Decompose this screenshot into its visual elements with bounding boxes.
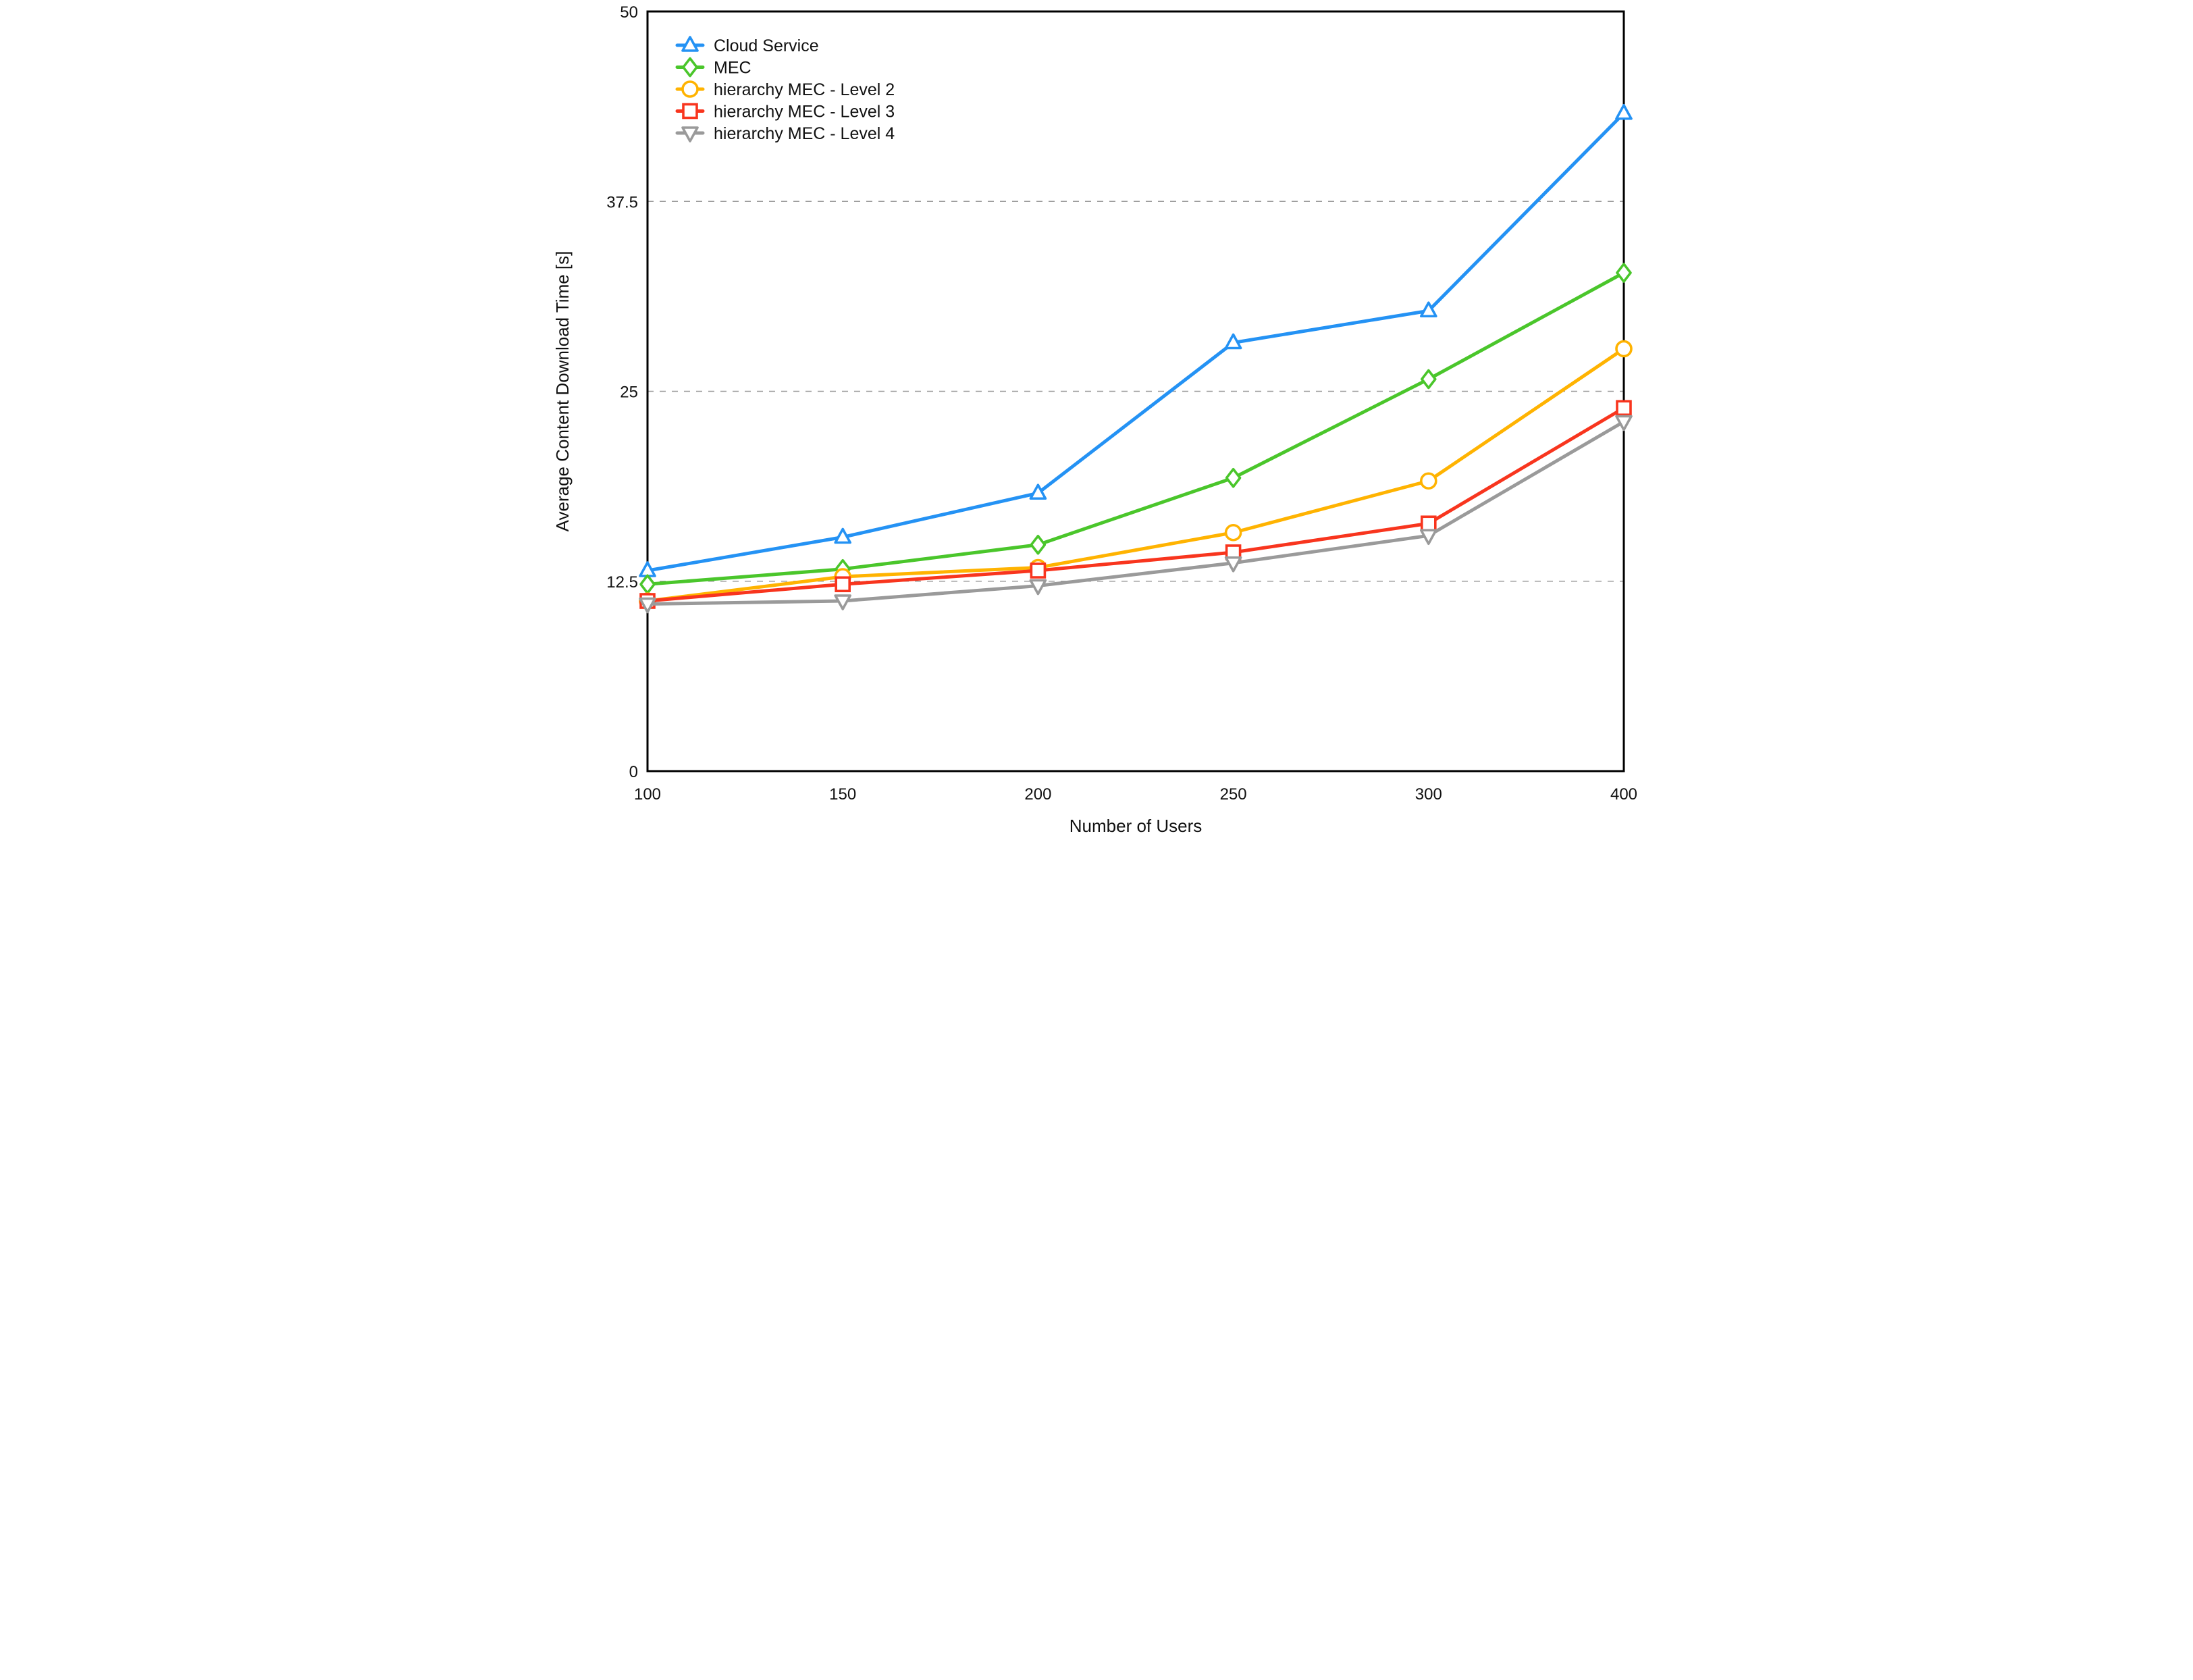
legend-label-4: hierarchy MEC - Level 4 — [714, 124, 895, 143]
y-tick-label-37.5: 37.5 — [606, 193, 638, 211]
series-0-marker-1 — [834, 527, 852, 544]
x-tick-label-200: 200 — [1024, 785, 1051, 804]
series-3-marker-2 — [1030, 562, 1047, 579]
series-1-marker-3 — [1225, 467, 1242, 488]
series-4-marker-3 — [1224, 556, 1242, 573]
legend-diamond-icon — [682, 57, 698, 78]
series-2-marker-3 — [1224, 523, 1242, 542]
series-0-marker-5 — [1615, 103, 1633, 120]
legend-label-2: hierarchy MEC - Level 2 — [714, 80, 895, 99]
download-time-line-chart: 0 12.5 25 37.5 50 100 150 200 250 300 400 Number of… — [552, 3, 1637, 836]
y-tick-label-25: 25 — [620, 384, 638, 402]
series-line-4 — [645, 420, 1626, 606]
series-4-marker-0 — [639, 597, 656, 614]
series-0-marker-2 — [1029, 483, 1047, 500]
series-1-marker-2 — [1030, 534, 1047, 555]
series-line-1 — [645, 271, 1626, 586]
series-2-marker-5 — [1615, 340, 1633, 358]
x-tick-label-400: 400 — [1610, 785, 1637, 804]
y-tick-label-0: 0 — [629, 763, 638, 781]
series-1-marker-0 — [639, 574, 656, 595]
legend-circle-icon — [681, 80, 699, 98]
series-2-marker-4 — [1420, 472, 1437, 490]
series-1-marker-4 — [1421, 369, 1437, 390]
legend-label-0: Cloud Service — [714, 36, 819, 55]
series-3-marker-5 — [1616, 400, 1632, 417]
legend-label-1: MEC — [714, 59, 751, 78]
line-chart-figure: 0 12.5 25 37.5 50 100 150 200 250 300 400 Number of… — [548, 0, 1645, 840]
series-4-marker-1 — [834, 594, 852, 610]
plot-frame — [646, 10, 1625, 772]
x-tick-label-100: 100 — [634, 785, 661, 804]
series-3-marker-1 — [835, 576, 851, 593]
legend-square-icon — [682, 103, 698, 120]
x-tick-label-300: 300 — [1415, 785, 1442, 804]
x-tick-label-250: 250 — [1220, 785, 1247, 804]
series-3-marker-4 — [1421, 515, 1437, 532]
series-0-marker-3 — [1224, 333, 1242, 350]
series-4-marker-4 — [1420, 529, 1437, 546]
series-line-2 — [645, 347, 1626, 603]
series-4-marker-5 — [1615, 415, 1633, 431]
y-axis-title: Average Content Download Time [s] — [552, 251, 573, 532]
series-line-0 — [645, 111, 1626, 573]
series-line-3 — [645, 406, 1626, 603]
y-tick-label-50: 50 — [620, 3, 638, 22]
x-axis-title: Number of Users — [1069, 816, 1203, 836]
legend-label-3: hierarchy MEC - Level 3 — [714, 103, 895, 122]
series-1-marker-5 — [1616, 263, 1632, 283]
legend-triangle-down-icon — [681, 126, 699, 142]
legend-triangle-up-icon — [681, 36, 699, 52]
series-4-marker-2 — [1029, 579, 1047, 596]
x-tick-label-150: 150 — [829, 785, 856, 804]
y-tick-label-12.5: 12.5 — [606, 573, 638, 592]
series-0-marker-4 — [1420, 301, 1437, 318]
